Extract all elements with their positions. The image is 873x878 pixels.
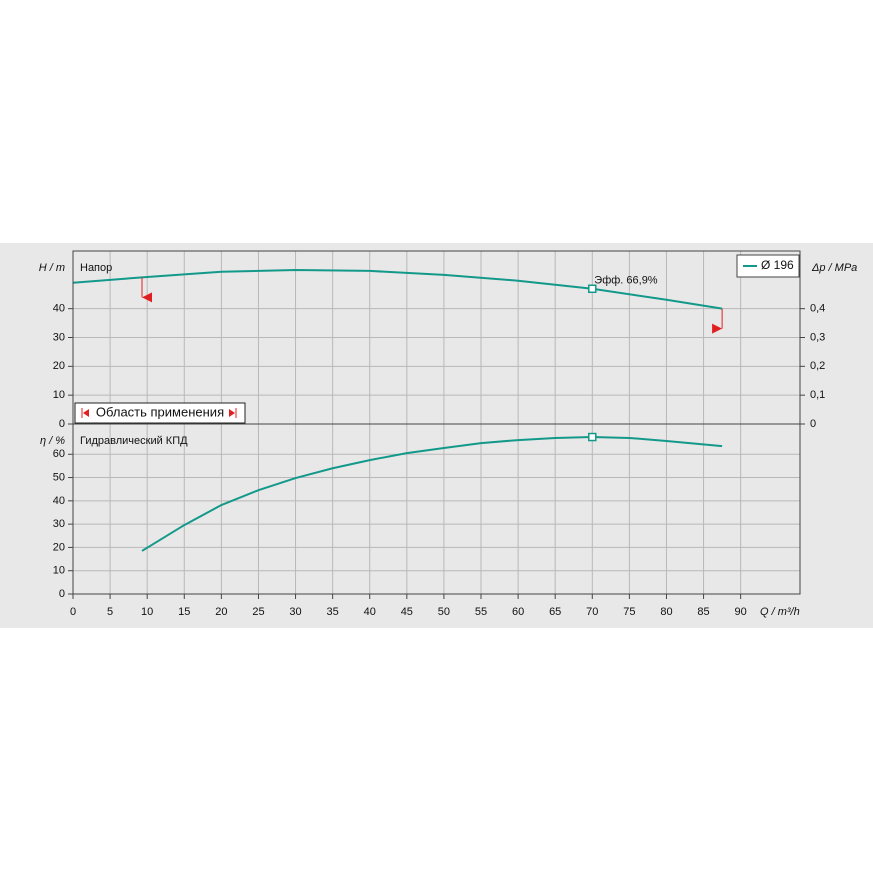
y2-tick-label: 0,4 (810, 303, 825, 315)
y2-axis-label: Δp / MPa (811, 262, 857, 274)
background (0, 243, 873, 628)
x-tick-label: 0 (70, 606, 76, 618)
y-tick-label: 20 (53, 541, 65, 553)
x-tick-label: 45 (401, 606, 413, 618)
y2-tick-label: 0 (810, 418, 816, 430)
y-tick-label: 60 (53, 448, 65, 460)
panel-title: Гидравлический КПД (80, 435, 188, 447)
range-arrow (712, 323, 723, 334)
y-tick-label: 30 (53, 518, 65, 530)
x-tick-label: 35 (327, 606, 339, 618)
plot-frame (72, 250, 801, 595)
y2-tick-label: 0,3 (810, 331, 825, 343)
y-tick-label: 0 (59, 418, 65, 430)
y-tick-label: 40 (53, 303, 65, 315)
operating-point (588, 432, 597, 442)
operating-point-label: Эфф. 66,9% (594, 275, 658, 287)
range-arrow (141, 292, 152, 303)
range-label: Область применения (96, 404, 224, 419)
x-tick-label: 55 (475, 606, 487, 618)
x-tick-label: 60 (512, 606, 524, 618)
x-tick-label: 80 (660, 606, 672, 618)
x-tick-label: 15 (178, 606, 190, 618)
plots: 0 5 10 15 20 25 30 35 40 45 50 55 60 65 70 75 80 85 90 Q / … (39, 254, 857, 618)
x-tick-label: 70 (586, 606, 598, 618)
x-tick-label: 85 (697, 606, 709, 618)
y-tick-label: 10 (53, 389, 65, 401)
y-tick-label: 10 (53, 565, 65, 577)
y-axis-label: H / m (39, 262, 65, 274)
curve (72, 269, 723, 310)
curve (141, 436, 723, 552)
range-box (74, 402, 246, 424)
y2-tick-label: 0,2 (810, 360, 825, 372)
x-tick-label: 90 (735, 606, 747, 618)
legend-box (736, 254, 800, 278)
y-axis-label: η / % (40, 435, 65, 447)
y-tick-label: 50 (53, 471, 65, 483)
x-tick-label: 30 (289, 606, 301, 618)
y-tick-label: 40 (53, 495, 65, 507)
range-icon (229, 409, 235, 417)
y-tick-label: 0 (59, 588, 65, 600)
x-tick-label: 25 (252, 606, 264, 618)
panel-title: Напор (80, 262, 112, 274)
y2-tick-label: 0,1 (810, 389, 825, 401)
x-tick-label: 75 (623, 606, 635, 618)
y-tick-label: 30 (53, 331, 65, 343)
x-tick-label: 5 (107, 606, 113, 618)
y-tick-label: 20 (53, 360, 65, 372)
x-tick-label: 20 (215, 606, 227, 618)
x-tick-label: 10 (141, 606, 153, 618)
x-tick-label: 40 (364, 606, 376, 618)
legend-label: Ø 196 (761, 258, 794, 272)
range-icon (83, 409, 89, 417)
x-axis-label: Q / m³/h (760, 606, 800, 618)
operating-point (588, 284, 597, 294)
x-tick-label: 65 (549, 606, 561, 618)
x-tick-label: 50 (438, 606, 450, 618)
